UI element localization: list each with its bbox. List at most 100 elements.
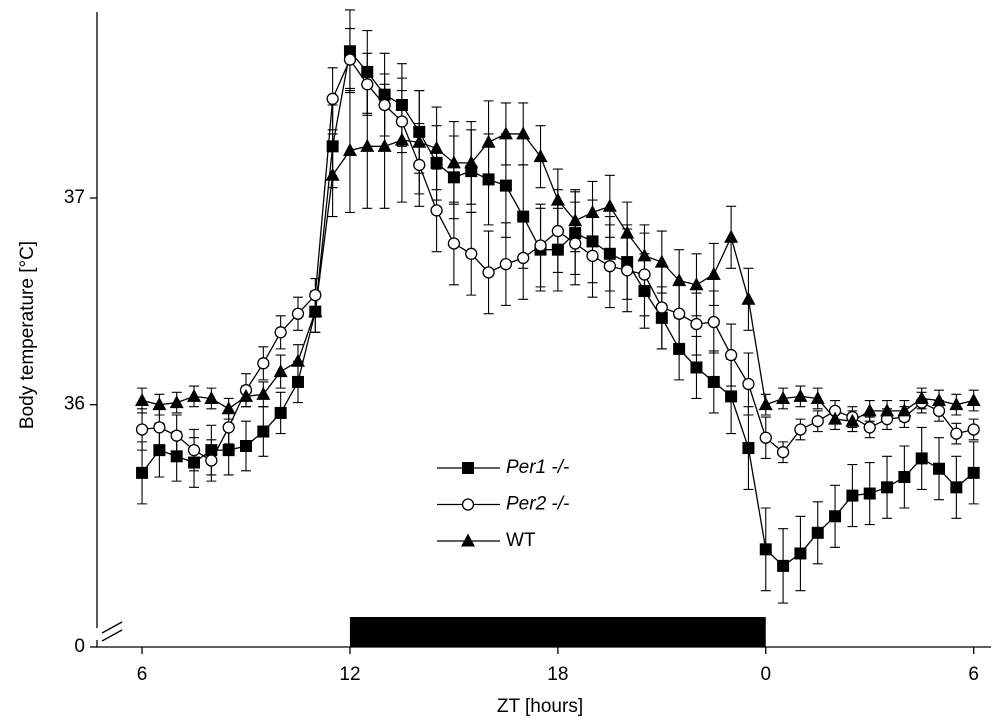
legend-label: Per2 -/- bbox=[506, 494, 569, 515]
marker bbox=[308, 304, 323, 318]
marker bbox=[221, 401, 236, 415]
marker bbox=[170, 429, 183, 442]
marker bbox=[898, 471, 911, 483]
marker bbox=[914, 390, 929, 404]
marker bbox=[794, 423, 807, 436]
marker bbox=[395, 115, 409, 128]
marker bbox=[655, 311, 668, 324]
marker bbox=[343, 53, 357, 66]
marker bbox=[654, 254, 669, 268]
marker bbox=[949, 397, 964, 411]
marker bbox=[205, 444, 218, 457]
marker bbox=[707, 375, 720, 388]
marker bbox=[517, 210, 530, 223]
marker bbox=[169, 395, 184, 409]
marker bbox=[863, 421, 876, 434]
series-line bbox=[141, 49, 975, 567]
marker bbox=[881, 481, 894, 494]
marker bbox=[256, 386, 271, 400]
marker bbox=[222, 444, 235, 457]
marker bbox=[586, 235, 599, 248]
marker bbox=[533, 149, 548, 163]
x-tick-label: 0 bbox=[760, 664, 771, 685]
marker bbox=[933, 462, 946, 475]
marker bbox=[846, 489, 859, 502]
marker bbox=[776, 390, 791, 404]
marker bbox=[516, 126, 531, 140]
marker bbox=[950, 481, 963, 494]
marker bbox=[655, 301, 668, 314]
marker bbox=[461, 533, 475, 547]
marker bbox=[793, 388, 808, 402]
marker bbox=[257, 357, 270, 370]
x-axis-title: ZT [hours] bbox=[497, 696, 583, 717]
marker bbox=[395, 99, 408, 111]
marker bbox=[967, 466, 980, 479]
marker bbox=[170, 450, 183, 463]
marker bbox=[135, 423, 149, 436]
marker bbox=[447, 171, 460, 184]
marker bbox=[672, 273, 687, 287]
y-axis-title: Body temperature [°C] bbox=[17, 241, 38, 429]
marker bbox=[361, 65, 374, 78]
marker bbox=[274, 326, 287, 339]
marker bbox=[534, 239, 547, 252]
marker bbox=[464, 155, 479, 169]
marker bbox=[725, 390, 738, 403]
marker bbox=[759, 543, 772, 556]
marker bbox=[429, 140, 444, 154]
marker bbox=[462, 462, 474, 474]
marker bbox=[932, 393, 947, 407]
marker bbox=[430, 156, 443, 169]
marker bbox=[638, 268, 651, 281]
y-tick-label: 0 bbox=[74, 636, 85, 657]
marker bbox=[239, 388, 253, 402]
marker bbox=[603, 260, 616, 273]
marker bbox=[205, 454, 218, 467]
marker bbox=[690, 317, 703, 331]
marker bbox=[569, 237, 582, 250]
marker bbox=[187, 388, 202, 402]
marker bbox=[499, 179, 512, 192]
marker bbox=[742, 442, 755, 455]
marker bbox=[586, 249, 599, 263]
marker bbox=[863, 487, 876, 500]
marker bbox=[672, 307, 686, 320]
marker bbox=[776, 446, 790, 459]
marker bbox=[810, 390, 825, 404]
legend-label: WT bbox=[506, 530, 536, 551]
marker bbox=[742, 377, 755, 391]
x-tick-label: 6 bbox=[968, 664, 979, 685]
marker bbox=[551, 224, 565, 238]
marker bbox=[499, 257, 513, 271]
marker bbox=[447, 237, 461, 250]
marker bbox=[724, 229, 739, 243]
marker bbox=[482, 266, 495, 279]
marker bbox=[291, 375, 304, 388]
marker bbox=[446, 155, 461, 169]
marker bbox=[274, 406, 287, 419]
marker bbox=[811, 415, 824, 428]
marker bbox=[758, 397, 773, 411]
marker bbox=[273, 364, 288, 378]
marker bbox=[950, 427, 963, 440]
marker bbox=[412, 134, 427, 148]
marker bbox=[620, 225, 635, 239]
x-tick-label: 12 bbox=[339, 664, 360, 685]
marker bbox=[430, 204, 443, 217]
marker bbox=[188, 456, 201, 469]
dark-phase-bar bbox=[349, 617, 766, 647]
marker bbox=[673, 342, 686, 355]
marker bbox=[153, 444, 166, 457]
marker bbox=[707, 315, 720, 329]
marker bbox=[690, 361, 703, 374]
marker bbox=[967, 423, 980, 436]
marker bbox=[915, 452, 928, 465]
marker bbox=[326, 140, 339, 153]
marker bbox=[517, 251, 530, 265]
marker bbox=[413, 125, 426, 138]
marker bbox=[811, 526, 824, 539]
marker bbox=[777, 559, 790, 572]
marker bbox=[461, 498, 475, 511]
